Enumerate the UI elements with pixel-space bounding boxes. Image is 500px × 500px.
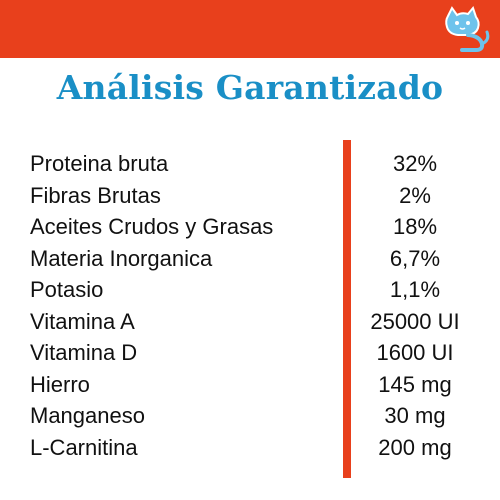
header-bar bbox=[0, 0, 500, 58]
nutrient-value: 6,7% bbox=[389, 245, 441, 271]
nutrient-value: 18% bbox=[392, 214, 438, 239]
nutrient-label: Manganeso bbox=[30, 403, 145, 428]
table-row: Vitamina A 25000 UI bbox=[30, 306, 480, 338]
nutrient-value: 32% bbox=[392, 151, 438, 176]
nutrient-value: 30 mg bbox=[384, 403, 446, 428]
table-row: Vitamina D 1600 UI bbox=[30, 337, 480, 369]
table-row: L-Carnitina 200 mg bbox=[30, 432, 480, 464]
nutrient-label: Vitamina D bbox=[30, 340, 138, 365]
nutrient-value: 2% bbox=[399, 182, 431, 208]
nutrient-label: Aceites Crudos y Grasas bbox=[30, 214, 274, 239]
nutrient-label: Proteina bruta bbox=[30, 151, 169, 176]
nutrient-value: 1,1% bbox=[389, 277, 441, 302]
nutrient-value: 200 mg bbox=[378, 434, 452, 460]
table-row: Aceites Crudos y Grasas 18% bbox=[30, 211, 480, 243]
nutrient-value: 1600 UI bbox=[376, 340, 454, 365]
nutrient-label: Fibras Brutas bbox=[30, 182, 161, 208]
table-row: Hierro 145 mg bbox=[30, 369, 480, 401]
table-row: Proteina bruta 32% bbox=[30, 148, 480, 180]
analysis-table: Proteina bruta 32% Fibras Brutas 2% Acei… bbox=[30, 148, 480, 463]
column-divider bbox=[343, 140, 351, 478]
nutrient-label: Potasio bbox=[30, 277, 104, 302]
nutrient-label: Vitamina A bbox=[30, 308, 135, 334]
table-row: Fibras Brutas 2% bbox=[30, 180, 480, 212]
nutrient-value: 25000 UI bbox=[370, 308, 460, 334]
nutrient-label: Materia Inorganica bbox=[30, 245, 213, 271]
table-row: Manganeso 30 mg bbox=[30, 400, 480, 432]
nutrient-label: Hierro bbox=[30, 371, 90, 397]
nutrient-value: 145 mg bbox=[378, 371, 452, 397]
cat-icon bbox=[445, 5, 490, 52]
table-row: Potasio 1,1% bbox=[30, 274, 480, 306]
page-title: Análisis Garantizado bbox=[56, 68, 444, 107]
table-row: Materia Inorganica 6,7% bbox=[30, 243, 480, 275]
nutrient-label: L-Carnitina bbox=[30, 434, 138, 460]
